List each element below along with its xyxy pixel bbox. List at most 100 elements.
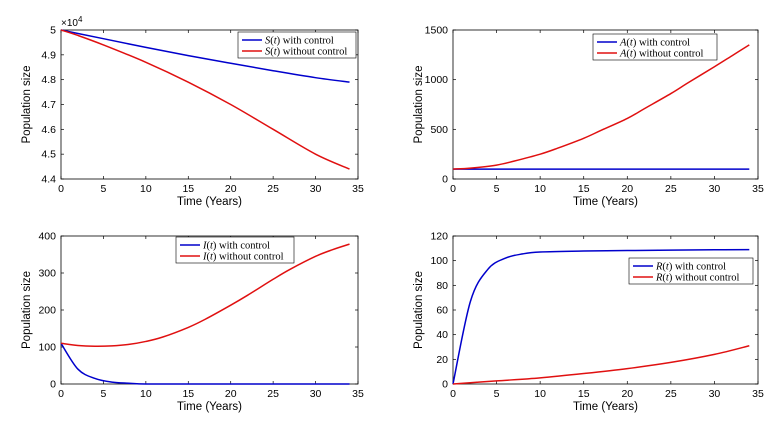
chart-panel-4: 0 5 10 15 20 25 30 35 0 20 40 60 80 100 120 Time (Years…: [413, 231, 764, 414]
x-tick-label: 20: [621, 388, 633, 400]
chart-panel-3: 0 5 10 15 20 25 30 35 0 100 200 300 400 Time (Years) P…: [21, 231, 364, 414]
x-tick-label: 0: [450, 388, 456, 400]
series-line-without-control: [452, 345, 750, 385]
legend-entry: S(t) with control: [265, 36, 334, 47]
x-tick-label: 5: [101, 183, 107, 195]
x-tick-label: 25: [665, 388, 677, 400]
y-tick-label: 4.5: [41, 149, 56, 161]
legend-symbol: S: [265, 36, 271, 47]
legend-entry: I(t) without control: [202, 252, 284, 263]
x-tick-label: 30: [709, 388, 721, 400]
series-line-without-control: [60, 243, 350, 348]
x-tick-label: 10: [534, 388, 546, 400]
x-tick-label: 25: [665, 183, 677, 195]
x-axis-label: Time (Years): [573, 401, 638, 413]
legend-box: [628, 257, 754, 285]
x-tick-label: 20: [621, 183, 633, 195]
legend-symbol: I: [202, 241, 207, 252]
series-line-with-control: [452, 248, 750, 385]
y-tick-label: 60: [436, 305, 448, 317]
y-tick-label: 4.7: [41, 99, 56, 111]
legend-entry: R(t) with control: [655, 262, 726, 273]
x-tick-label: 15: [182, 183, 194, 195]
y-tick-label: 5: [50, 25, 56, 37]
x-tick-label: 35: [752, 388, 764, 400]
legend-entry: S(t) without control: [265, 47, 347, 58]
legend-symbol: A: [619, 49, 627, 60]
x-tick-label: 30: [310, 388, 322, 400]
y-axis-label: Population size: [21, 66, 33, 144]
x-tick-label: 10: [140, 183, 152, 195]
y-tick-label: 80: [436, 280, 448, 292]
x-axis-label: Time (Years): [177, 196, 242, 208]
legend-entry: A(t) with control: [619, 38, 690, 49]
legend-symbol: S: [265, 47, 271, 58]
y-exponent-label: ×104: [61, 15, 83, 29]
y-tick-label: 4.6: [41, 124, 56, 136]
x-tick-label: 20: [225, 183, 237, 195]
x-axis-label: Time (Years): [177, 401, 242, 413]
x-tick-label: 35: [352, 183, 364, 195]
y-tick-label: 400: [38, 231, 56, 243]
y-tick-label: 100: [38, 342, 56, 354]
x-tick-label: 10: [534, 183, 546, 195]
y-tick-label: 4.4: [41, 174, 56, 186]
x-tick-label: 5: [494, 388, 500, 400]
series-line-with-control: [60, 29, 350, 83]
x-axis-label: Time (Years): [573, 196, 638, 208]
x-tick-label: 15: [182, 388, 194, 400]
x-tick-label: 5: [494, 183, 500, 195]
y-tick-label: 4.8: [41, 74, 56, 86]
legend-symbol: R: [655, 273, 663, 284]
x-tick-label: 35: [352, 388, 364, 400]
legend-box: [592, 33, 718, 61]
legend-entry: I(t) with control: [202, 241, 270, 252]
y-exponent-power: 4: [78, 15, 83, 24]
x-tick-label: 5: [101, 388, 107, 400]
y-axis-label: Population size: [413, 271, 425, 349]
y-tick-label: 0: [50, 379, 56, 391]
y-tick-label: 200: [38, 305, 56, 317]
x-tick-label: 10: [140, 388, 152, 400]
y-axis-label: Population size: [413, 66, 425, 144]
legend-symbol: R: [655, 262, 663, 273]
y-tick-label: 100: [430, 255, 448, 267]
legend-box: [175, 236, 295, 264]
x-tick-label: 0: [58, 388, 64, 400]
x-tick-label: 20: [225, 388, 237, 400]
y-tick-label: 40: [436, 329, 448, 341]
x-tick-label: 0: [450, 183, 456, 195]
y-tick-label: 1500: [425, 25, 449, 37]
x-tick-label: 30: [310, 183, 322, 195]
y-tick-label: 4.9: [41, 49, 56, 61]
x-tick-label: 15: [578, 388, 590, 400]
y-tick-label: 1000: [425, 74, 449, 86]
legend-entry: A(t) without control: [619, 49, 703, 60]
y-tick-label: 500: [430, 124, 448, 136]
y-tick-label: 300: [38, 268, 56, 280]
series-line-without-control: [452, 44, 750, 170]
x-tick-label: 15: [578, 183, 590, 195]
x-tick-label: 25: [267, 388, 279, 400]
y-tick-label: 120: [430, 231, 448, 243]
series-line-with-control: [60, 342, 350, 385]
y-tick-label: 0: [442, 379, 448, 391]
legend-entry: R(t) without control: [655, 273, 739, 284]
y-tick-label: 0: [442, 174, 448, 186]
legend-symbol: A: [619, 38, 627, 49]
chart-panel-1: 0 5 10 15 20 25 30 35 4.4 4.5 4.6 4.7 4.8 4.9 5 ×104 Tim…: [21, 15, 364, 208]
legend-symbol: I: [202, 252, 207, 263]
legend-box: [237, 31, 357, 59]
x-tick-label: 25: [267, 183, 279, 195]
x-tick-label: 0: [58, 183, 64, 195]
chart-panel-2: 0 5 10 15 20 25 30 35 0 500 1000 1500 Time (Years) Po…: [413, 25, 764, 209]
x-tick-label: 35: [752, 183, 764, 195]
series-line-without-control: [60, 29, 350, 170]
y-tick-label: 20: [436, 354, 448, 366]
x-tick-label: 30: [709, 183, 721, 195]
